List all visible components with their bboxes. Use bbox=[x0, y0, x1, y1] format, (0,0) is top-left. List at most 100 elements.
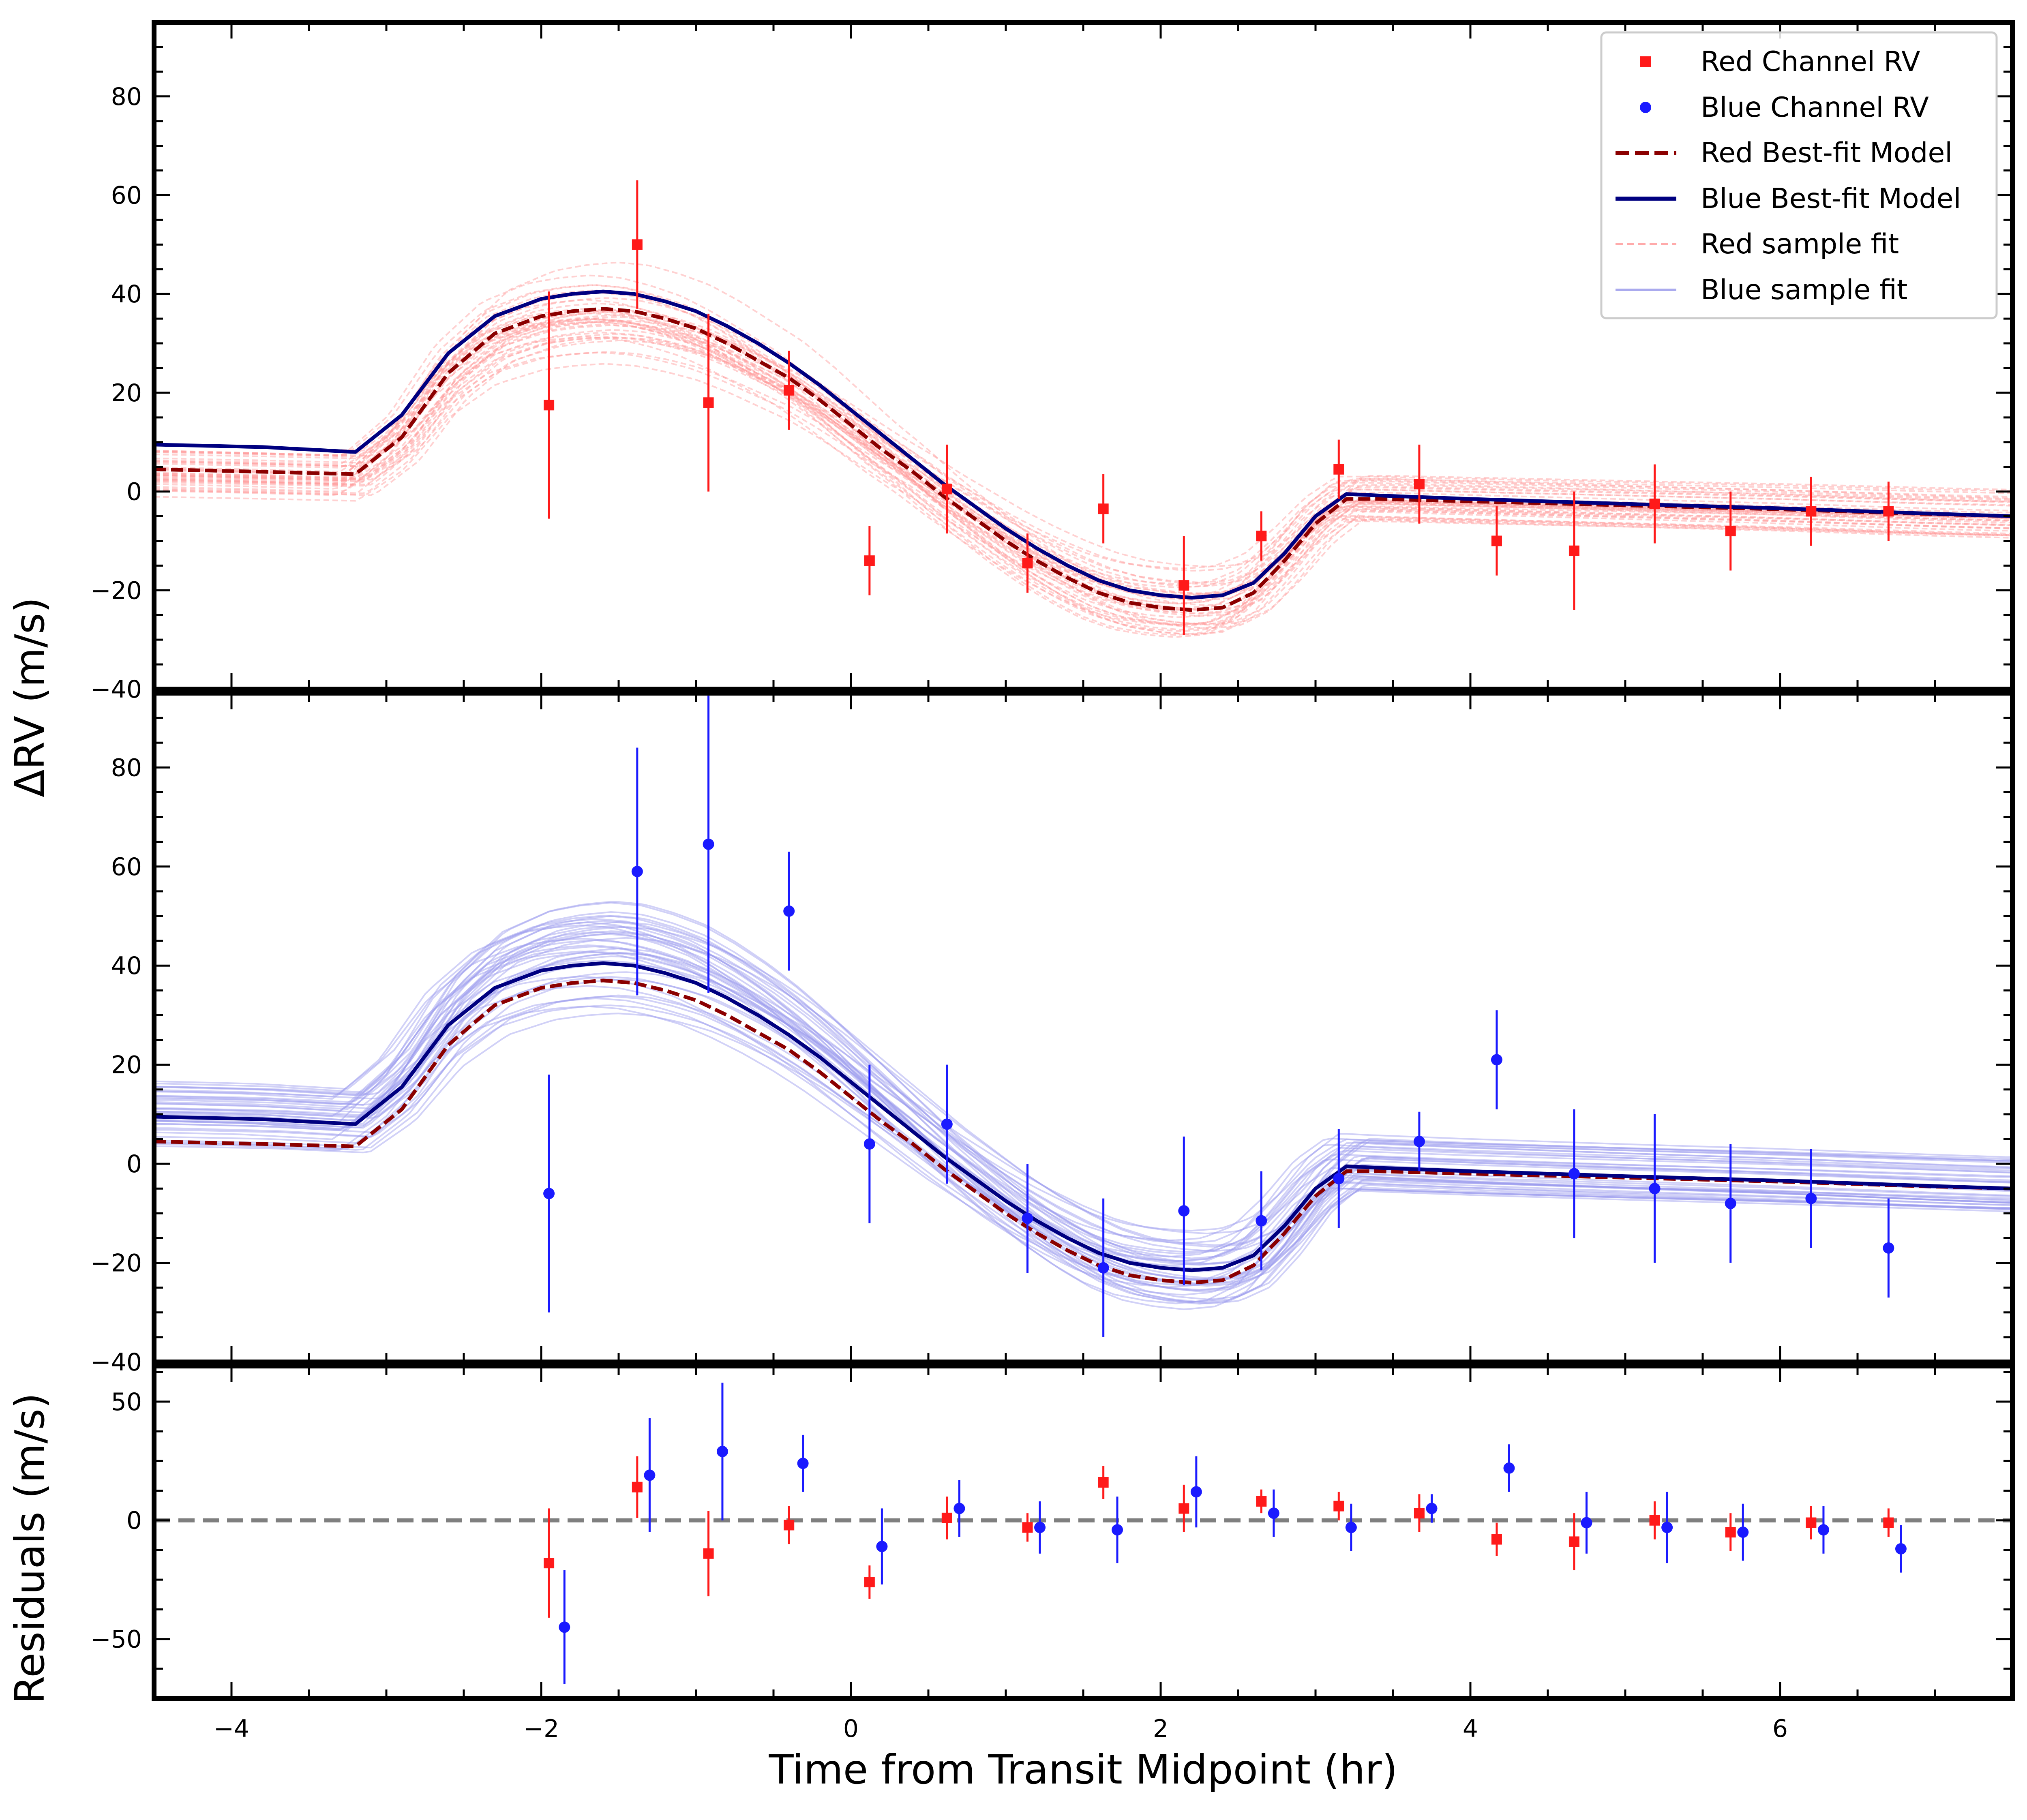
y-tick-label: −20 bbox=[90, 576, 142, 605]
blue-sample-fit-curve bbox=[154, 951, 2012, 1266]
blue-residual-point bbox=[1581, 1517, 1592, 1529]
y-tick-label: −20 bbox=[90, 1249, 142, 1278]
red-sample-fit-curve bbox=[154, 319, 2012, 567]
blue-sample-fit-curve bbox=[154, 930, 2012, 1303]
middle-plot-area bbox=[154, 696, 2012, 1337]
blue-rv-point bbox=[941, 1118, 953, 1130]
red-residual-point bbox=[784, 1520, 795, 1531]
red-rv-point bbox=[632, 239, 643, 250]
bottom-plot-area bbox=[154, 1383, 2012, 1684]
blue-rv-point bbox=[1413, 1136, 1425, 1148]
red-sample-fit-curve bbox=[154, 314, 2012, 585]
panel-frame bbox=[152, 691, 2015, 1364]
red-sample-fit-curve bbox=[154, 318, 2012, 570]
blue-sample-fit-curve bbox=[154, 951, 2012, 1253]
panel-bottom-residuals: −4 −2 0 2 4 6 −50 0 50 bbox=[90, 1364, 2015, 1743]
x-tick-label: −2 bbox=[523, 1715, 559, 1743]
panel-top-red-channel: −40 −20 0 20 40 60 80 bbox=[90, 20, 2015, 704]
legend-red-sample: Red sample fit bbox=[1701, 228, 1899, 260]
red-rv-point bbox=[1022, 558, 1033, 569]
legend-red-model: Red Best-fit Model bbox=[1701, 137, 1952, 169]
red-rv-point bbox=[1491, 535, 1502, 546]
red-residual-point bbox=[1806, 1517, 1817, 1528]
red-sample-fit-curve bbox=[154, 332, 2012, 600]
red-sample-fit-curve bbox=[154, 289, 2012, 625]
legend-blue-marker bbox=[1640, 102, 1651, 113]
red-sample-fit-curve bbox=[154, 336, 2012, 626]
y-tick-label: 0 bbox=[126, 478, 142, 506]
red-sample-fit-curve bbox=[154, 309, 2012, 611]
red-residual-point bbox=[1022, 1522, 1033, 1533]
blue-best-fit-curve bbox=[154, 961, 2012, 1272]
y-tick-label: 60 bbox=[111, 181, 142, 210]
red-sample-fit-curve bbox=[154, 302, 2012, 627]
blue-residual-point bbox=[954, 1503, 965, 1514]
blue-residual-point bbox=[876, 1541, 888, 1552]
y-tick-label: 0 bbox=[126, 1507, 142, 1535]
blue-residual-point bbox=[1345, 1522, 1357, 1533]
red-residual-point bbox=[703, 1548, 714, 1559]
y-tick-label: 60 bbox=[111, 853, 142, 881]
blue-sample-fit-curve bbox=[154, 937, 2012, 1246]
blue-sample-fit-curve bbox=[154, 924, 2012, 1258]
blue-residual-point bbox=[797, 1458, 809, 1469]
red-sample-fit-curve bbox=[154, 284, 2012, 631]
red-sample-fit-curve bbox=[154, 329, 2012, 615]
x-tick-label: 2 bbox=[1153, 1715, 1168, 1743]
red-residual-point bbox=[1414, 1508, 1425, 1519]
red-rv-point bbox=[1256, 531, 1267, 542]
blue-sample-fit-curve bbox=[154, 955, 2012, 1285]
red-rv-point bbox=[1098, 503, 1109, 514]
red-sample-fit-curve bbox=[154, 318, 2012, 618]
red-rv-point bbox=[544, 400, 555, 411]
blue-sample-fit-curve bbox=[154, 938, 2012, 1242]
blue-rv-point bbox=[1491, 1054, 1502, 1066]
blue-residual-point bbox=[1503, 1462, 1515, 1474]
blue-sample-fit-curve bbox=[154, 914, 2012, 1259]
blue-residual-point bbox=[1661, 1522, 1673, 1533]
y-tick-label: −50 bbox=[90, 1625, 142, 1654]
x-tick-label: 4 bbox=[1463, 1715, 1478, 1743]
red-sample-fit-curve bbox=[154, 290, 2012, 611]
red-sample-fit-curve bbox=[154, 310, 2012, 605]
red-rv-point bbox=[1649, 499, 1660, 510]
red-residual-point bbox=[1256, 1496, 1267, 1507]
x-tick-label: −4 bbox=[214, 1715, 249, 1743]
blue-sample-fit-curve bbox=[154, 952, 2012, 1265]
blue-sample-fit-curve bbox=[154, 959, 2012, 1232]
legend-red-channel: Red Channel RV bbox=[1701, 46, 1920, 78]
blue-sample-fit-curve bbox=[154, 918, 2012, 1244]
y-tick-label: 40 bbox=[111, 280, 142, 308]
red-sample-fit-curve bbox=[154, 351, 2012, 597]
blue-sample-fit-curve bbox=[154, 925, 2012, 1305]
red-sample-fit-curve bbox=[154, 297, 2012, 588]
blue-rv-point bbox=[1883, 1242, 1894, 1254]
residuals-y-axis-label: Residuals (m/s) bbox=[6, 1393, 54, 1704]
blue-residual-point bbox=[1895, 1543, 1907, 1554]
red-sample-fit-curve bbox=[154, 261, 2012, 606]
red-rv-point bbox=[1725, 526, 1736, 537]
blue-sample-fit-curve bbox=[154, 921, 2012, 1279]
top-plot-area bbox=[154, 180, 2012, 638]
x-axis-label: Time from Transit Midpoint (hr) bbox=[769, 1746, 1398, 1793]
blue-residual-point bbox=[1112, 1524, 1123, 1536]
red-rv-point bbox=[941, 484, 952, 495]
legend-blue-model: Blue Best-fit Model bbox=[1701, 183, 1961, 215]
y-tick-label: −40 bbox=[90, 1348, 142, 1377]
red-sample-fit-curve bbox=[154, 309, 2012, 630]
red-rv-point bbox=[703, 397, 714, 408]
red-rv-point bbox=[1414, 479, 1425, 490]
y-tick-label: 0 bbox=[126, 1150, 142, 1178]
red-sample-fit-curve bbox=[154, 333, 2012, 625]
blue-residual-point bbox=[1817, 1524, 1829, 1536]
red-residual-point bbox=[1098, 1477, 1109, 1488]
blue-rv-point bbox=[1333, 1173, 1345, 1184]
red-residual-point bbox=[1333, 1501, 1344, 1512]
panel-frame bbox=[152, 20, 2015, 692]
blue-rv-point bbox=[1649, 1183, 1661, 1195]
red-sample-fit-curve bbox=[154, 308, 2012, 638]
x-tick-label: 0 bbox=[843, 1715, 859, 1743]
blue-residual-point bbox=[1268, 1507, 1279, 1519]
blue-rv-point bbox=[783, 905, 795, 917]
